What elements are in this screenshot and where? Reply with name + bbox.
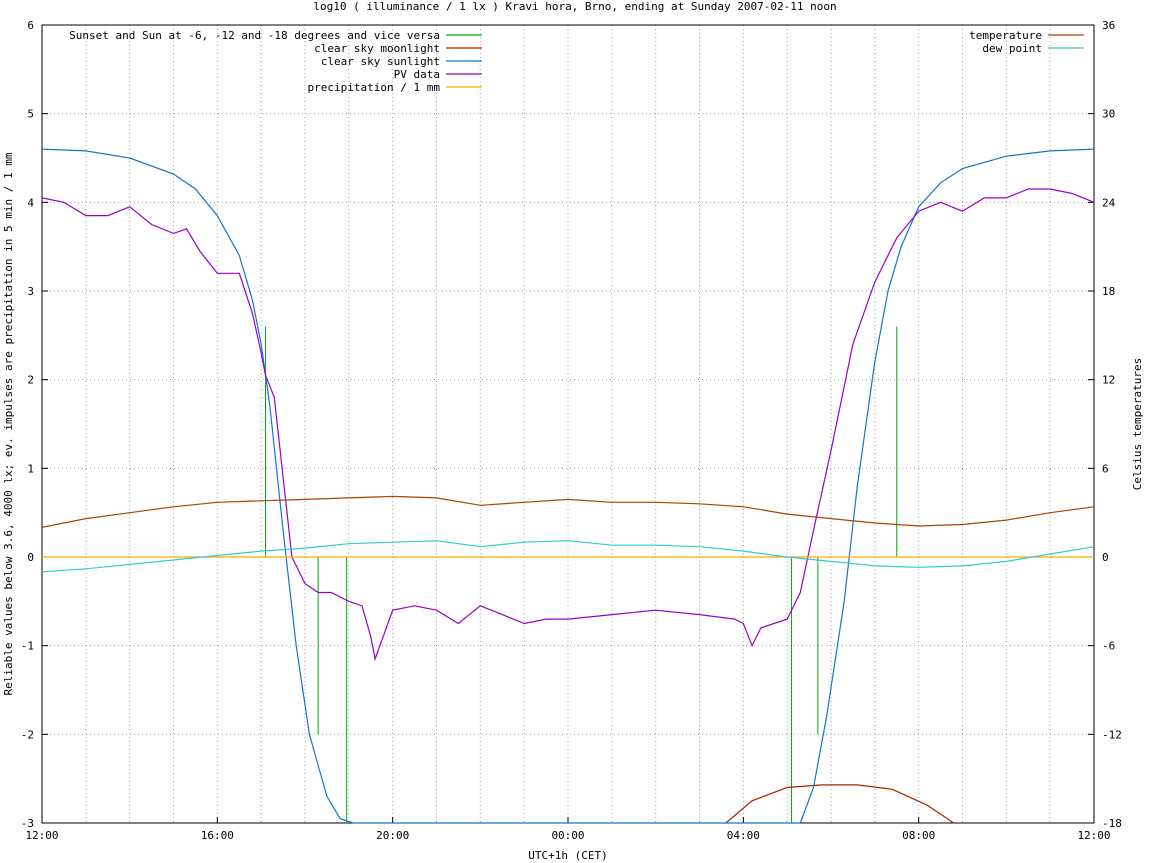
legend-label: dew point bbox=[982, 42, 1042, 55]
series-line-temperature bbox=[41, 495, 1095, 528]
y2-tick-label: 30 bbox=[1102, 108, 1115, 121]
x-axis-label: UTC+1h (CET) bbox=[528, 849, 607, 862]
y-axis-label: Reliable values below 3.6, 4000 lx; ev. … bbox=[2, 152, 15, 695]
x-tick-label: 16:00 bbox=[201, 829, 234, 842]
series-line-clear-sky-sunlight bbox=[41, 148, 1095, 824]
legend-label: temperature bbox=[969, 29, 1042, 42]
y2-tick-label: 12 bbox=[1102, 374, 1115, 387]
x-tick-label: 08:00 bbox=[902, 829, 935, 842]
legend-label: clear sky moonlight bbox=[314, 42, 440, 55]
y-tick-label: 5 bbox=[27, 108, 34, 121]
y2-tick-label: 24 bbox=[1102, 196, 1116, 209]
series-line-dew-point bbox=[41, 540, 1095, 573]
y2-tick-label: -12 bbox=[1102, 728, 1122, 741]
y2-tick-label: 6 bbox=[1102, 462, 1109, 475]
y-tick-label: 2 bbox=[27, 374, 34, 387]
series-line-clear-sky-moonlight bbox=[725, 784, 955, 824]
chart-title: log10 ( illuminance / 1 lx ) Kravi hora,… bbox=[313, 0, 836, 13]
y-tick-label: 4 bbox=[27, 196, 34, 209]
legend-label: precipitation / 1 mm bbox=[308, 81, 441, 94]
y-tick-label: -2 bbox=[21, 728, 34, 741]
series-layer bbox=[41, 148, 1095, 824]
x-tick-label: 12:00 bbox=[25, 829, 58, 842]
x-tick-label: 12:00 bbox=[1077, 829, 1110, 842]
legend-label: Sunset and Sun at -6, -12 and -18 degree… bbox=[69, 29, 440, 42]
y-tick-label: 6 bbox=[27, 19, 34, 32]
x-tick-label: 00:00 bbox=[551, 829, 584, 842]
y2-tick-label: 36 bbox=[1102, 19, 1115, 32]
y-tick-label: 3 bbox=[27, 285, 34, 298]
x-tick-label: 20:00 bbox=[376, 829, 409, 842]
y2-tick-label: -6 bbox=[1102, 640, 1115, 653]
y2-tick-label: -18 bbox=[1102, 817, 1122, 830]
y2-tick-label: 18 bbox=[1102, 285, 1115, 298]
legend-label: PV data bbox=[394, 68, 440, 81]
y2-tick-label: 0 bbox=[1102, 551, 1109, 564]
y-tick-label: -1 bbox=[21, 640, 34, 653]
plot-frame bbox=[41, 24, 1095, 824]
legend-left: Sunset and Sun at -6, -12 and -18 degree… bbox=[69, 29, 482, 94]
legend-label: clear sky sunlight bbox=[321, 55, 440, 68]
grid-layer bbox=[42, 25, 1094, 823]
x-tick-label: 04:00 bbox=[727, 829, 760, 842]
y-tick-label: 1 bbox=[27, 462, 34, 475]
y-tick-label: -3 bbox=[21, 817, 34, 830]
series-line-pv-data bbox=[41, 188, 1095, 662]
y2-axis-label: Celsius temperatures bbox=[1131, 358, 1144, 490]
y-tick-label: 0 bbox=[27, 551, 34, 564]
